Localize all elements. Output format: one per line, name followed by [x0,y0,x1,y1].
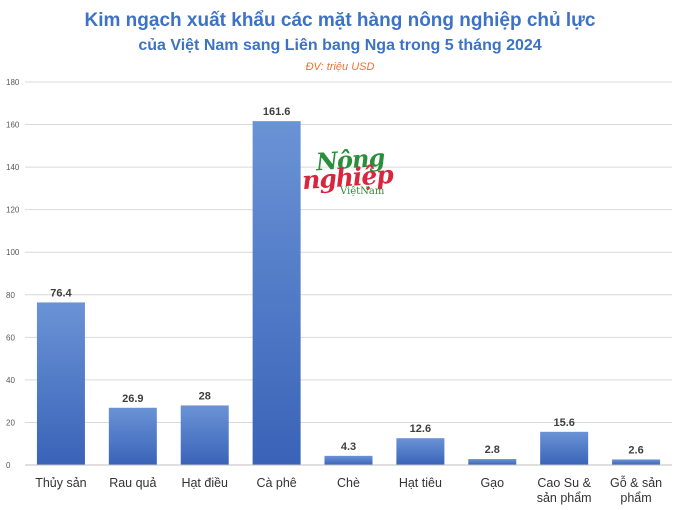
y-tick-label: 0 [6,461,11,470]
category-label: Hạt điều [181,476,228,490]
y-tick-label: 20 [6,418,15,427]
bar-2 [108,407,157,465]
data-label: 28 [199,390,211,402]
chart-title: Kim ngạch xuất khẩu các mặt hàng nông ng… [84,10,596,31]
category-label: Rau quả [109,476,156,490]
category-label: phẩm [620,491,651,505]
bar-1 [36,302,85,465]
y-tick-label: 60 [6,333,15,342]
chart-subtitle: của Việt Nam sang Liên bang Nga trong 5 … [138,37,542,54]
bar-6 [396,438,445,465]
category-label: Hạt tiêu [399,476,442,490]
bar-4 [252,121,301,465]
data-label: 12.6 [410,423,431,435]
category-label: Gỗ & sản [610,475,662,490]
unit-note: ĐV: triệu USD [305,61,375,73]
category-label: Thủy sản [35,476,86,490]
bar-9 [612,459,661,465]
bar-8 [540,431,589,465]
bar-3 [180,405,229,465]
data-label: 161.6 [263,106,291,118]
y-tick-label: 160 [6,121,20,130]
y-tick-label: 180 [6,78,20,87]
category-label: Chè [337,476,360,490]
data-label: 76.4 [50,287,72,299]
category-label: sản phẩm [537,491,592,505]
bar-5 [324,455,373,465]
y-tick-label: 100 [6,248,20,257]
logo-line-3: ViệtNam [340,186,385,197]
y-tick-label: 40 [6,376,15,385]
bar-7 [468,459,517,465]
data-label: 4.3 [341,441,356,453]
category-label: Gạo [480,476,504,490]
data-label: 26.9 [122,393,143,405]
y-tick-label: 80 [6,291,15,300]
brand-logo: Nông nghiệp ViệtNam [300,143,410,205]
data-label: 2.8 [485,444,500,456]
y-tick-label: 120 [6,206,20,215]
category-label: Cà phê [256,476,296,490]
data-label: 15.6 [553,417,574,429]
data-label: 2.6 [628,444,643,456]
category-label: Cao Su & [537,476,591,490]
y-tick-label: 140 [6,163,20,172]
